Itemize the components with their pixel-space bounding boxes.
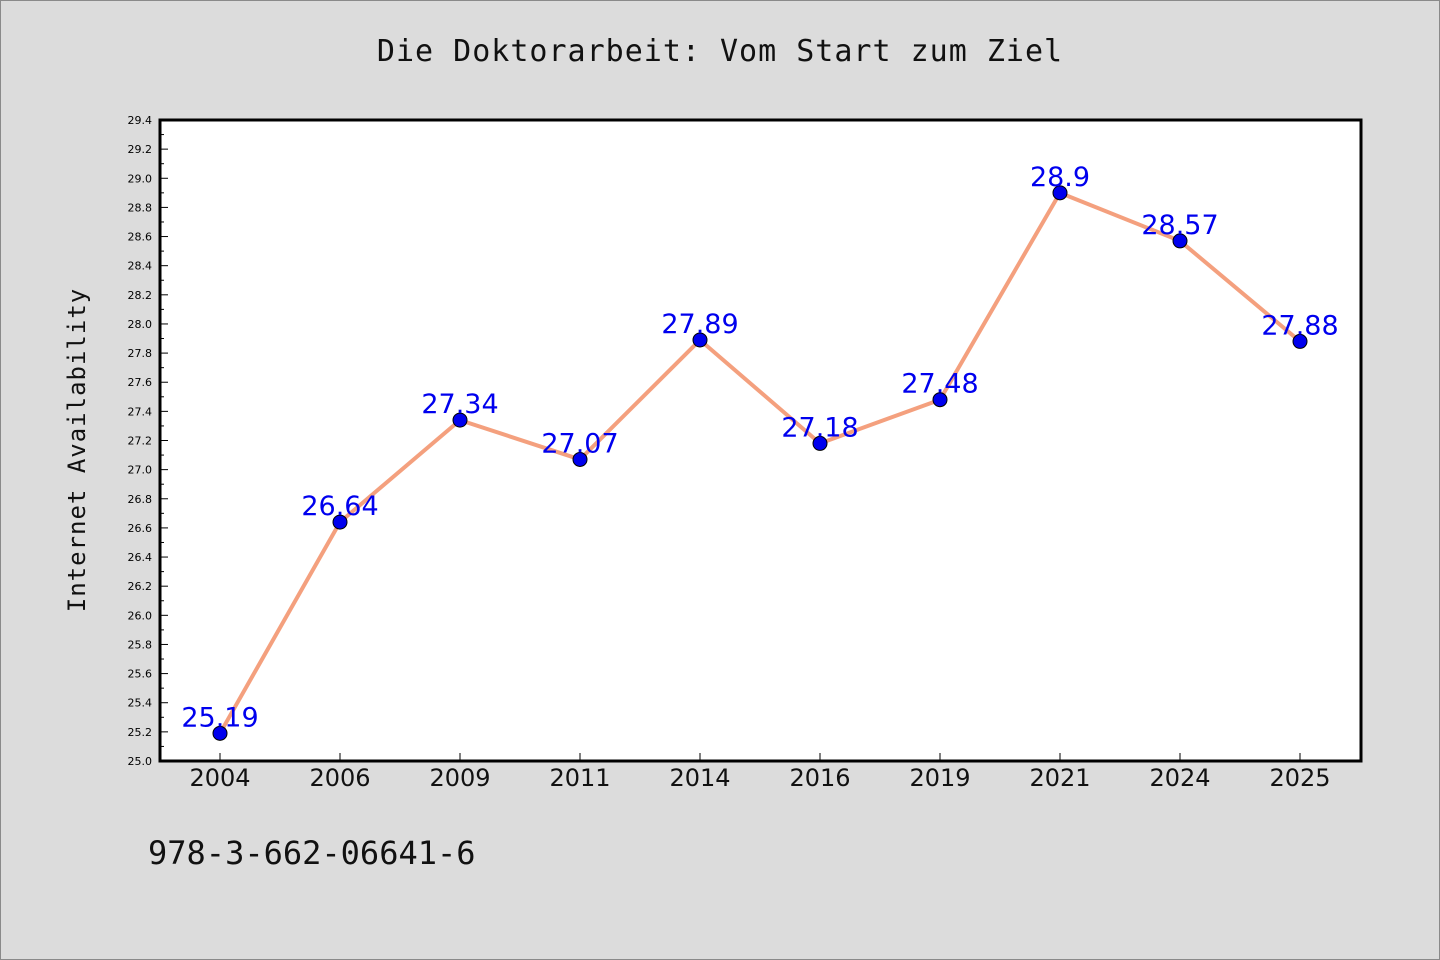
data-point <box>812 435 828 451</box>
data-point <box>212 725 228 741</box>
data-point <box>1172 233 1188 249</box>
y-tick-label: 27.4 <box>128 405 153 418</box>
y-tick-label: 28.0 <box>128 318 153 331</box>
data-point <box>332 514 348 530</box>
data-label: 28.9 <box>1030 162 1090 193</box>
plot-area <box>160 120 1361 761</box>
y-tick-label: 27.2 <box>128 435 153 448</box>
x-tick-label: 2004 <box>189 764 250 792</box>
data-labels: 25.19 26.64 27.34 27.07 27.89 27.18 27.48 28.9 2… <box>181 162 1338 733</box>
data-label: 25.19 <box>181 702 258 733</box>
y-tick-label: 27.6 <box>128 376 153 389</box>
x-axis: 2004 2006 2009 2011 2014 2016 2019 2021 2024 2025 <box>189 753 1331 792</box>
data-label: 27.34 <box>421 389 498 420</box>
y-axis: 25.0 25.2 25.4 25.6 25.8 26.0 26.2 26.4 26.6 26.8… <box>128 114 168 768</box>
y-tick-label: 26.4 <box>128 551 153 564</box>
data-label: 26.64 <box>301 491 378 522</box>
data-point <box>692 332 708 348</box>
x-tick-label: 2014 <box>669 764 730 792</box>
data-label: 27.18 <box>781 412 858 443</box>
data-label: 27.88 <box>1261 310 1338 341</box>
y-tick-label: 25.8 <box>128 638 153 651</box>
y-tick-label: 28.2 <box>128 289 153 302</box>
y-tick-label: 26.0 <box>128 609 153 622</box>
x-tick-label: 2016 <box>789 764 850 792</box>
y-tick-label: 29.0 <box>128 172 153 185</box>
y-tick-label: 29.4 <box>128 114 153 127</box>
y-tick-label: 26.2 <box>128 580 153 593</box>
x-tick-label: 2024 <box>1149 764 1210 792</box>
series-line <box>218 190 1302 735</box>
y-tick-label: 25.0 <box>128 755 153 768</box>
data-point <box>452 412 468 428</box>
x-tick-label: 2009 <box>429 764 490 792</box>
y-tick-label: 27.0 <box>128 464 153 477</box>
x-tick-label: 2006 <box>309 764 370 792</box>
y-tick-label: 28.4 <box>128 260 153 273</box>
data-point <box>1052 185 1068 201</box>
y-tick-label: 27.8 <box>128 347 153 360</box>
data-label: 27.07 <box>541 428 618 459</box>
y-tick-label: 28.8 <box>128 201 153 214</box>
data-point <box>1292 333 1308 349</box>
y-tick-label: 25.6 <box>128 668 153 681</box>
data-label: 27.48 <box>901 369 978 400</box>
y-tick-label: 26.8 <box>128 493 153 506</box>
x-tick-label: 2025 <box>1269 764 1330 792</box>
x-tick-label: 2021 <box>1029 764 1090 792</box>
y-tick-label: 25.2 <box>128 726 153 739</box>
y-tick-label: 26.6 <box>128 522 153 535</box>
footer-code: 978-3-662-06641-6 <box>148 834 476 872</box>
y-tick-label: 25.4 <box>128 697 153 710</box>
series-markers <box>212 185 1308 741</box>
plot-border <box>158 118 1363 763</box>
data-label: 28.57 <box>1141 210 1218 241</box>
data-point <box>572 451 588 467</box>
data-label: 27.89 <box>661 309 738 340</box>
chart-title: Die Doktorarbeit: Vom Start zum Ziel <box>376 34 1064 69</box>
y-tick-label: 28.6 <box>128 231 153 244</box>
data-point <box>932 392 948 408</box>
x-tick-label: 2011 <box>549 764 610 792</box>
y-tick-label: 29.2 <box>128 143 153 156</box>
x-tick-label: 2019 <box>909 764 970 792</box>
